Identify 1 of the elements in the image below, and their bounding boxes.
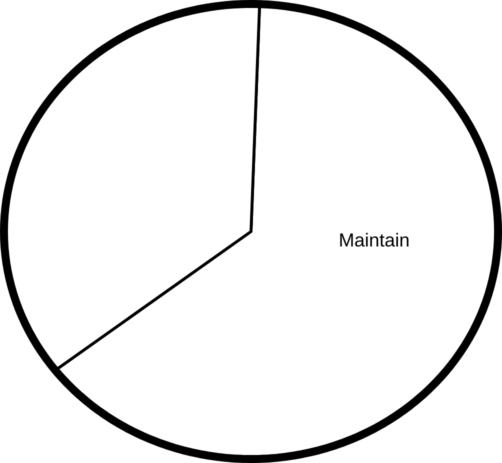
slice-label: Maintain <box>340 232 408 247</box>
